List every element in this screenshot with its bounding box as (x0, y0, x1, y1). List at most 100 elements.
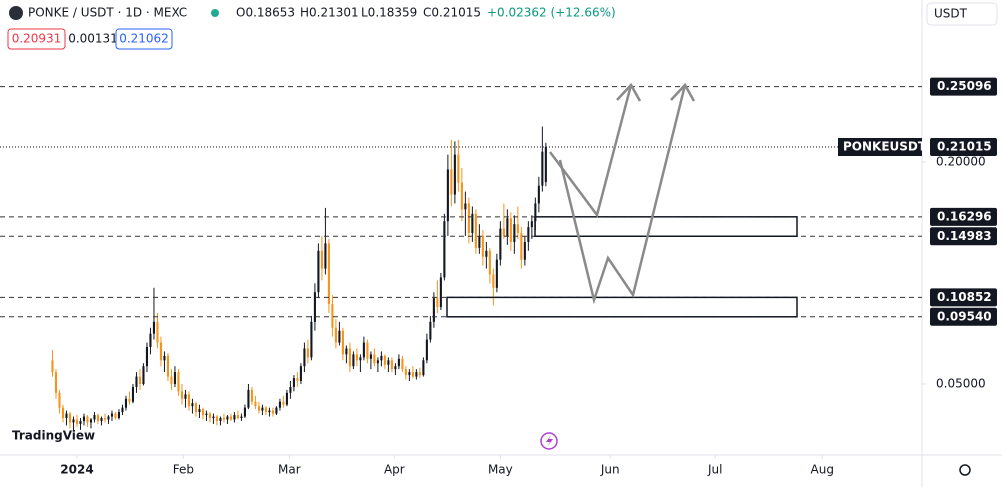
ask[interactable]: 0.21062 (119, 32, 169, 46)
candle-body (247, 389, 250, 408)
market-status (211, 9, 219, 17)
candle-body (278, 401, 281, 408)
candle-body (474, 213, 477, 248)
candle-body (502, 228, 505, 237)
candle-body (499, 228, 502, 260)
candle-body (296, 378, 299, 382)
ohlc-high: H0.21301 (300, 6, 359, 20)
bid[interactable]: 0.20931 (12, 32, 62, 46)
candle-body (198, 409, 201, 413)
candle-body (467, 203, 470, 234)
candle-body (460, 182, 463, 210)
level-label-box (930, 207, 997, 226)
ohlc-change: +0.02362 (+12.66%) (487, 6, 616, 20)
candle-body (229, 416, 232, 420)
candle-body (268, 410, 271, 413)
candle-body (215, 416, 218, 421)
level-label: 0.25096 (937, 79, 992, 93)
candle-body (513, 224, 516, 242)
candle-body (159, 342, 163, 361)
candle-body (443, 221, 446, 278)
candle-body (327, 243, 330, 305)
candle-body (488, 250, 491, 275)
x-tick-label: Jul (707, 463, 722, 477)
candle-body (201, 409, 204, 416)
candle-body (331, 304, 334, 328)
candle-body (156, 321, 159, 343)
projection-arrows (548, 82, 696, 305)
candle-body (173, 372, 177, 384)
candle-body (138, 376, 142, 384)
candle-body (471, 213, 474, 234)
candle-body (453, 154, 456, 195)
candle-body (450, 169, 453, 195)
x-tick-label: Apr (384, 463, 405, 477)
candle-body (429, 321, 432, 340)
candle-body (432, 298, 435, 322)
candle-body (306, 348, 309, 358)
candle-body (439, 277, 442, 308)
candle-body (75, 419, 79, 424)
y-tick-label: 0.20000 (936, 155, 986, 169)
candles (51, 126, 547, 432)
candle-body (324, 243, 327, 269)
candle-body (65, 413, 68, 419)
last-price-box (930, 138, 997, 157)
candle-body (264, 407, 267, 413)
symbol[interactable]: PONKE / USDT · 1D · MEXC (28, 6, 187, 20)
settings-icon[interactable] (959, 464, 971, 476)
candle-body (191, 403, 194, 407)
symbol-icon[interactable] (9, 6, 23, 20)
candle-body (187, 394, 190, 407)
candle-body (394, 366, 397, 370)
spread: 0.00131 (68, 32, 118, 46)
candle-body (446, 169, 449, 222)
candle-body (457, 154, 460, 183)
candle-body (380, 355, 383, 361)
ask-box[interactable] (115, 28, 173, 50)
candle-body (184, 394, 187, 399)
candle-body (121, 407, 124, 413)
candle-body (152, 321, 156, 334)
candle-body (51, 360, 54, 373)
candle-body (338, 330, 341, 343)
candle-body (72, 419, 75, 423)
candle-body (520, 233, 523, 260)
candle-body (240, 416, 243, 419)
candle-body (303, 348, 306, 367)
candle-body (86, 416, 89, 423)
candle-body (124, 398, 128, 408)
candle-body (313, 292, 316, 322)
currency[interactable]: USDT (934, 7, 968, 21)
candle-body (509, 218, 512, 242)
candle-body (310, 321, 313, 358)
candle-body (149, 333, 152, 347)
x-tick-label: Mar (278, 463, 301, 477)
bid-box[interactable] (7, 28, 66, 50)
candle-body (208, 413, 211, 419)
candle-body (96, 415, 100, 421)
candle-body (359, 357, 362, 361)
candle-body (436, 298, 439, 308)
candle-body (481, 236, 484, 257)
candle-body (107, 416, 110, 420)
candle-body (282, 401, 285, 405)
candle-body (299, 366, 302, 382)
candle-body (317, 250, 320, 293)
candle-body (390, 360, 393, 370)
candle-body (355, 354, 358, 361)
level-label-box (930, 77, 997, 96)
candle-body (495, 259, 498, 288)
candle-body (341, 330, 344, 355)
x-tick-label: Jun (600, 463, 620, 477)
candle-body (236, 415, 239, 419)
currency-button[interactable] (926, 2, 998, 26)
candle-body (131, 386, 135, 402)
candle-body (289, 386, 292, 393)
events-icon[interactable] (540, 432, 558, 450)
candle-body (362, 342, 365, 358)
candle-body (135, 376, 138, 387)
x-tick-label: Aug (811, 463, 834, 477)
candle-body (117, 412, 121, 419)
